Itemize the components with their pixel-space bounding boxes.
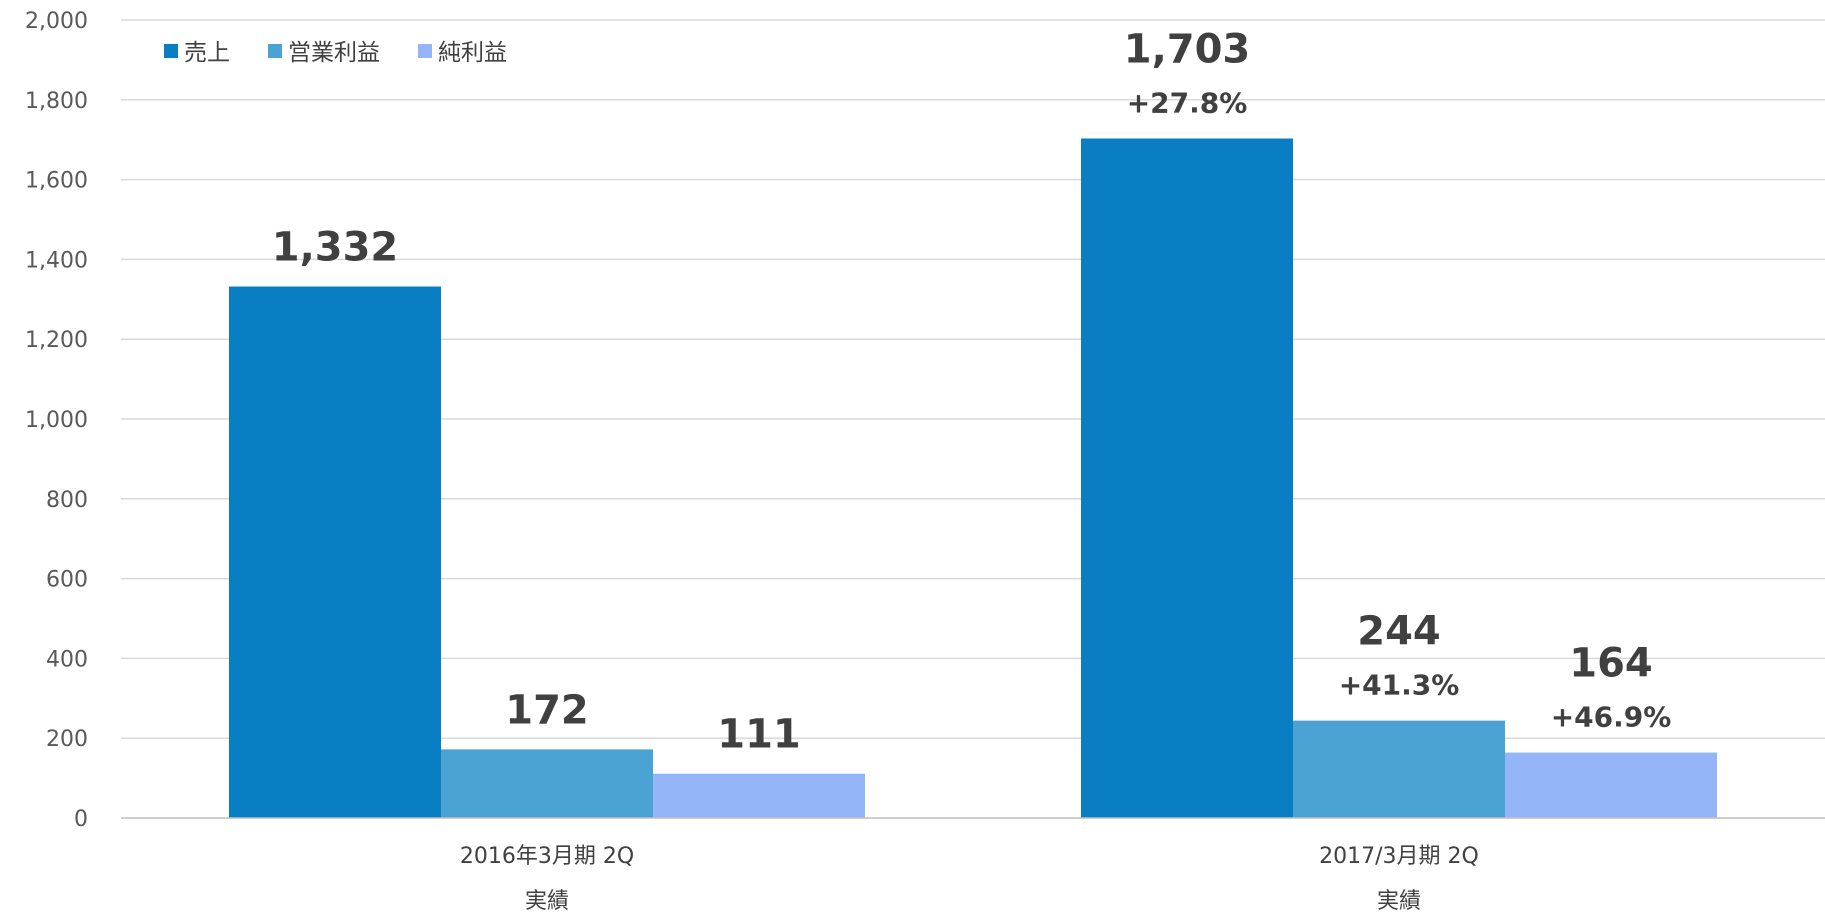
growth-label: +41.3% xyxy=(1339,669,1460,702)
x-tick-label: 実績 xyxy=(1377,889,1421,914)
x-axis: 2016年3月期 2Q 実績 2017/3月期 2Q 実績 xyxy=(121,817,1825,914)
y-tick-label: 1,800 xyxy=(25,89,88,114)
data-labels: 1,332 172 111 +27.8% 1,703 +41.3% 244 +46.9% 164 xyxy=(272,27,1672,758)
y-tick-label: 1,000 xyxy=(25,408,88,433)
bar xyxy=(441,749,653,818)
legend-swatch xyxy=(418,44,432,58)
x-tick-label: 実績 xyxy=(525,889,569,914)
legend-swatch xyxy=(268,44,282,58)
y-tick-label: 0 xyxy=(74,807,88,832)
growth-label: +46.9% xyxy=(1551,701,1672,734)
growth-label: +27.8% xyxy=(1127,87,1248,120)
bar xyxy=(1293,720,1505,818)
legend-label: 営業利益 xyxy=(288,40,380,66)
value-label: 172 xyxy=(505,687,589,733)
value-label: 1,703 xyxy=(1124,27,1251,73)
legend: 売上 営業利益 純利益 xyxy=(164,40,507,66)
bar xyxy=(1505,752,1717,818)
y-axis-ticks: 0 200 400 600 800 1,000 1,200 1,400 1,600 1,800 2,… xyxy=(25,9,88,832)
y-tick-label: 1,200 xyxy=(25,328,88,353)
value-label: 1,332 xyxy=(272,225,399,271)
y-tick-label: 1,400 xyxy=(25,248,88,273)
value-label: 164 xyxy=(1569,641,1653,687)
y-tick-label: 1,600 xyxy=(25,169,88,194)
y-tick-label: 400 xyxy=(46,647,88,672)
value-label: 111 xyxy=(717,712,801,758)
y-tick-label: 2,000 xyxy=(25,9,88,34)
x-tick-label: 2017/3月期 2Q xyxy=(1319,844,1479,869)
bars xyxy=(229,138,1717,819)
legend-swatch xyxy=(164,44,178,58)
bar xyxy=(653,773,865,818)
y-tick-label: 200 xyxy=(46,727,88,752)
x-tick-label: 2016年3月期 2Q xyxy=(460,844,634,869)
bar xyxy=(229,286,441,819)
value-label: 244 xyxy=(1357,609,1441,655)
legend-label: 売上 xyxy=(184,40,230,66)
y-tick-label: 800 xyxy=(46,488,88,513)
legend-label: 純利益 xyxy=(438,40,507,66)
bar xyxy=(1081,138,1293,819)
y-tick-label: 600 xyxy=(46,568,88,593)
